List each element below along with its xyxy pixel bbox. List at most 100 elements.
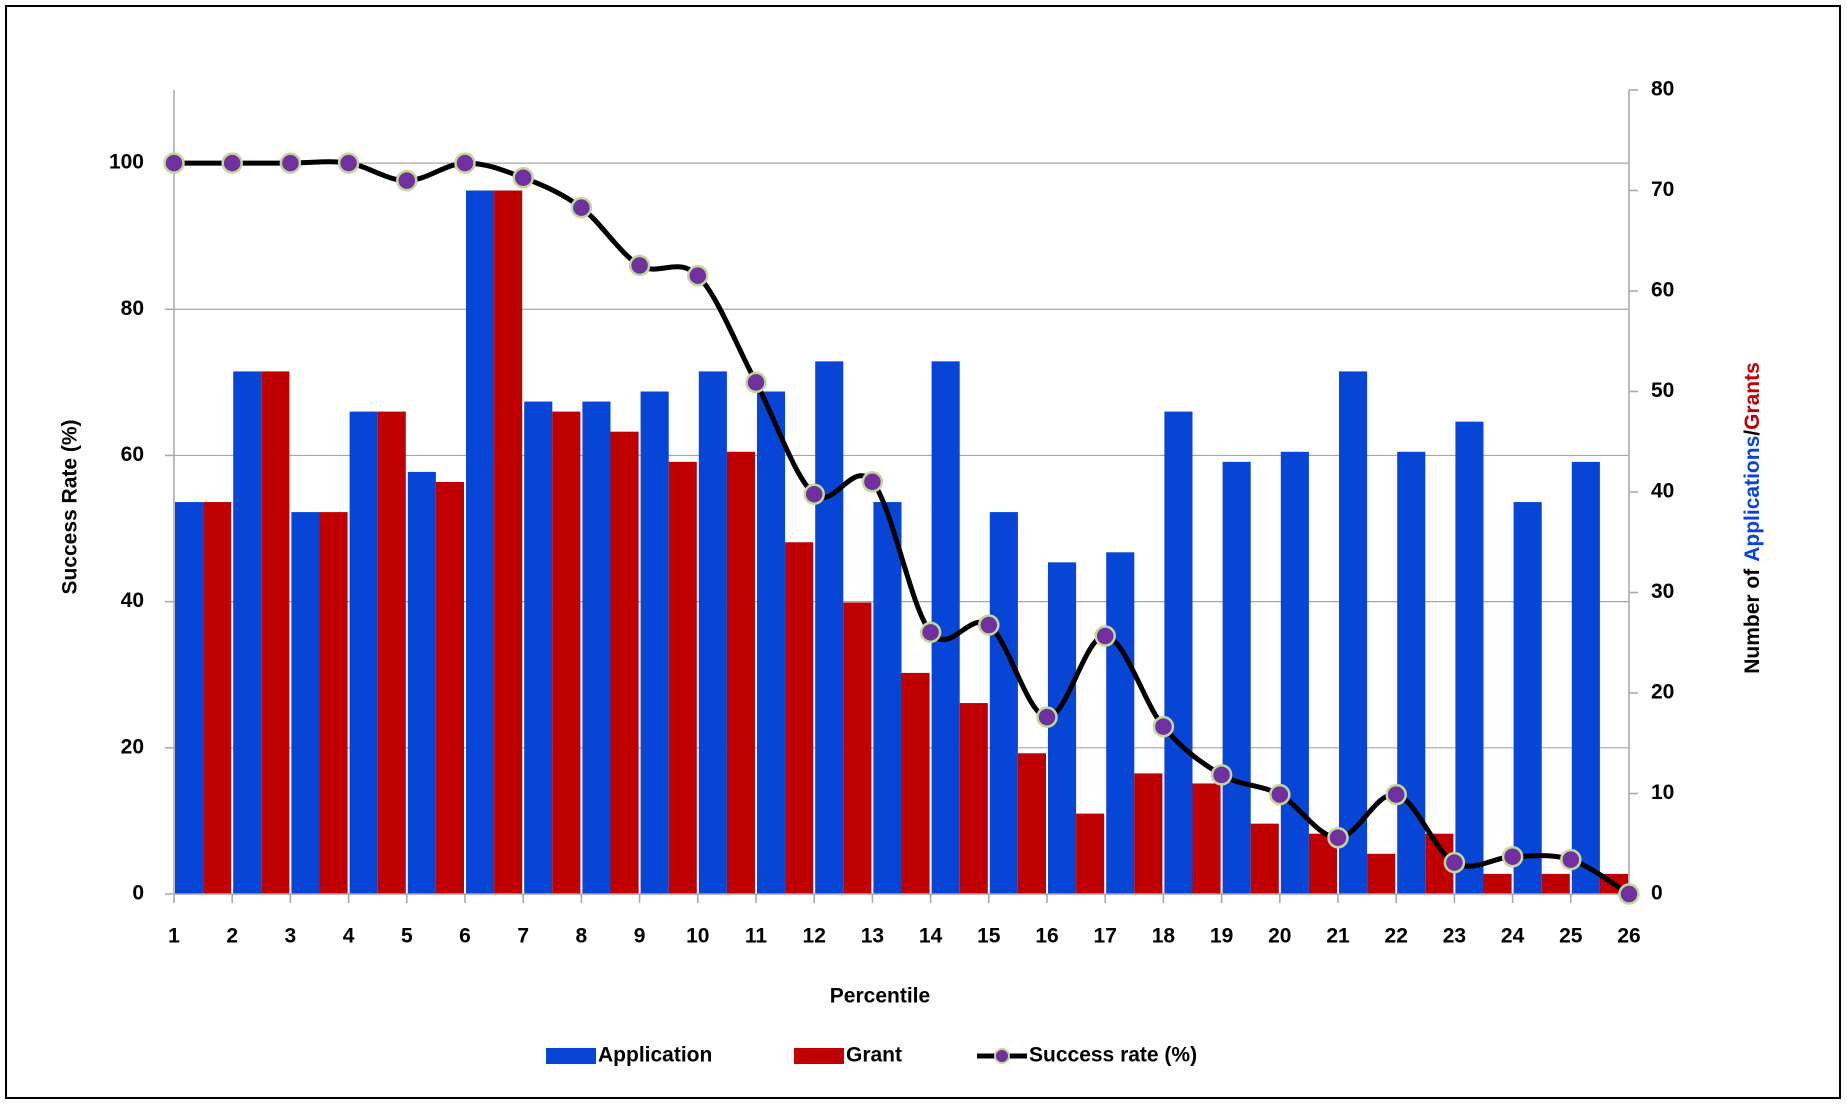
bar [959,703,988,894]
y2-tick-label: 30 [1651,580,1674,603]
bar [873,502,902,894]
bar [989,512,1018,894]
bar [1455,421,1484,894]
bar [407,471,436,894]
bar [1017,753,1046,894]
y2-tick-label: 0 [1651,882,1663,905]
x-tick-label: 6 [459,925,471,948]
bar [1134,773,1163,894]
marker [1152,715,1175,738]
marker [978,614,1000,636]
marker [454,152,476,174]
x-tick-label: 7 [517,925,529,948]
bar [291,512,320,894]
x-tick-label: 5 [401,925,413,948]
marker [1036,706,1058,728]
legend-swatch [794,1048,844,1064]
x-tick-label: 16 [1035,925,1058,948]
bar [1367,853,1396,894]
x-tick-label: 25 [1559,925,1583,948]
bar [233,371,262,894]
bar [1280,451,1309,894]
y2-tick-label: 80 [1651,78,1674,101]
bar [175,502,204,894]
marker [337,152,360,174]
bar [552,411,581,894]
bar [349,411,378,894]
y2-title-part: Applications [1741,436,1764,562]
bar [1106,552,1135,894]
x-tick-label: 26 [1617,925,1640,948]
y2-title-part: Number of [1741,568,1764,674]
bar [466,190,495,894]
x-tick-label: 8 [576,925,588,948]
marker [396,169,418,192]
bar [1048,562,1077,894]
x-tick-label: 2 [226,925,238,948]
marker [1560,848,1582,871]
bar [1513,502,1542,894]
bar [1483,873,1512,894]
y2-tick-label: 40 [1651,480,1674,503]
bar [524,401,553,894]
bar [901,672,930,894]
bar [203,502,232,894]
bar [1076,813,1105,894]
y2-tick-label: 60 [1651,279,1674,302]
marker [687,264,709,287]
x-tick-label: 22 [1385,925,1408,948]
x-tick-label: 19 [1210,925,1233,948]
bar [377,411,406,894]
marker [1327,826,1349,849]
marker [1210,764,1233,786]
bar [785,542,814,894]
marker [221,152,243,174]
marker [803,483,825,505]
marker [279,152,302,174]
y-tick-label: 20 [121,735,144,758]
x-tick-label: 20 [1268,925,1291,948]
bar [698,371,727,894]
marker [919,621,942,644]
legend-marker [994,1048,1010,1064]
bar [261,371,290,894]
bar [1164,411,1193,894]
x-tick-label: 12 [803,925,826,948]
bar [1541,873,1570,894]
x-axis-title: Percentile [830,985,930,1008]
marker [1443,851,1466,874]
x-tick-label: 15 [977,925,1001,948]
marker [163,152,185,174]
bar [726,451,755,894]
bar [843,602,872,894]
marker [861,471,884,493]
y2-tick-label: 70 [1651,178,1674,201]
y2-title-part: / [1741,430,1764,436]
bar [1571,461,1600,894]
x-tick-label: 18 [1152,925,1176,948]
legend-label: Grant [846,1044,902,1067]
x-tick-label: 4 [343,925,355,948]
x-tick-label: 17 [1094,925,1117,948]
y2-tick-label: 50 [1651,379,1674,402]
legend-label: Application [598,1044,712,1067]
y2-tick-label: 10 [1651,781,1674,804]
x-tick-label: 13 [861,925,884,948]
x-tick-label: 3 [285,925,297,948]
bar [1339,371,1368,894]
y2-title-part: Grants [1741,362,1764,430]
bar [582,401,611,894]
y-tick-label: 100 [109,151,144,174]
x-tick-label: 1 [168,925,180,948]
bar [668,461,697,894]
bar [494,190,523,894]
bar [1222,461,1251,894]
y2-axis-title: Number of Applications/Grants [1741,362,1764,674]
marker [512,166,534,189]
marker [1385,783,1407,806]
x-tick-label: 21 [1326,925,1350,948]
x-tick-label: 24 [1501,925,1525,948]
y-axis-title: Success Rate (%) [59,419,82,594]
y2-tick-label: 20 [1651,681,1674,704]
